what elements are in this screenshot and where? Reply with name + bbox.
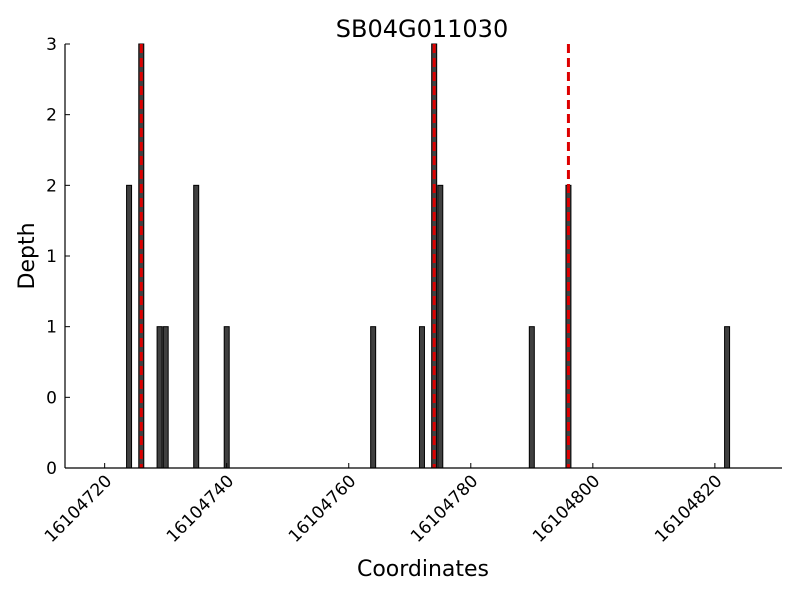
x-tick-label: 16104820 — [651, 471, 726, 546]
depth-bar — [162, 326, 169, 469]
y-tick-label: 0 — [46, 459, 57, 479]
y-tick-label: 0 — [46, 388, 57, 408]
bars-layer — [126, 43, 731, 469]
depth-bar — [528, 326, 535, 469]
y-tick-label: 2 — [46, 106, 57, 126]
x-tick-label: 16104780 — [407, 471, 482, 546]
depth-bar — [724, 326, 731, 469]
x-axis-ticks: 16104720 16104740 16104760 16104780 16104800… — [41, 463, 726, 547]
depth-bar — [223, 326, 230, 469]
x-tick-label: 16104720 — [41, 471, 116, 546]
depth-bar — [193, 184, 200, 469]
depth-bar — [418, 326, 425, 469]
y-axis-label: Depth — [15, 222, 40, 289]
y-tick-label: 1 — [46, 247, 57, 267]
depth-bar — [126, 184, 133, 469]
chart-title: SB04G011030 — [336, 15, 508, 43]
x-tick-label: 16104800 — [529, 471, 604, 546]
x-axis-label: Coordinates — [357, 557, 489, 582]
x-tick-label: 16104740 — [163, 471, 238, 546]
depth-bar — [437, 184, 444, 469]
y-tick-label: 1 — [46, 318, 57, 338]
depth-bar — [370, 326, 377, 469]
x-tick-label: 16104760 — [285, 471, 360, 546]
marker-lines-layer — [139, 44, 570, 468]
y-tick-label: 2 — [46, 176, 57, 196]
y-tick-label: 3 — [46, 35, 57, 55]
depth-bar — [156, 326, 163, 469]
y-axis-ticks: 0 0 1 1 2 2 3 — [46, 35, 70, 479]
